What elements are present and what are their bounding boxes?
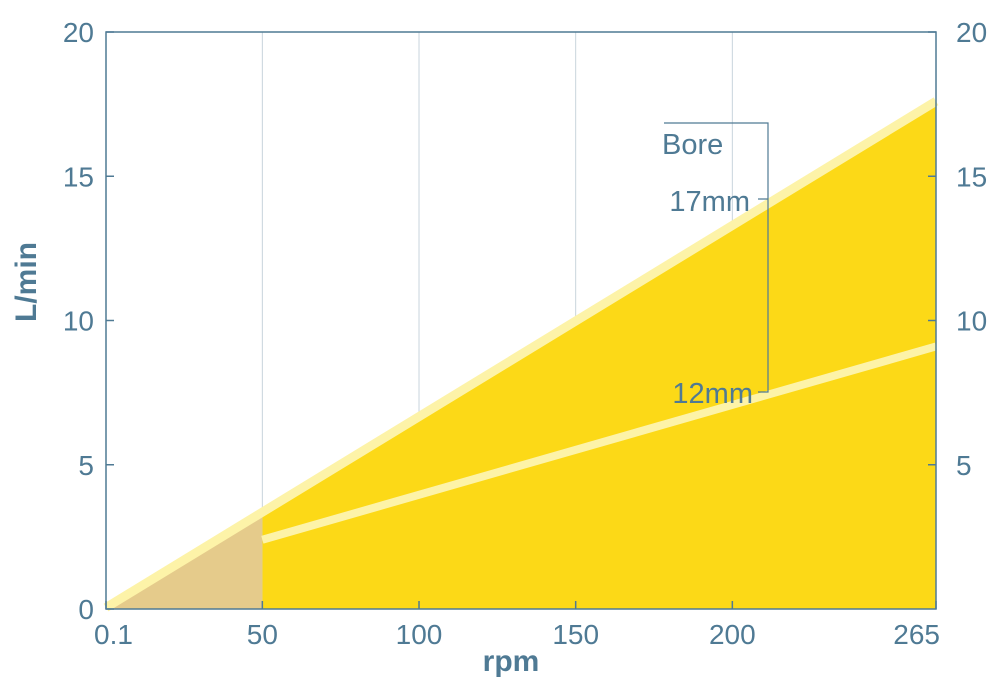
bore-bracket: [664, 122, 769, 393]
y-axis-label: L/min: [10, 242, 43, 322]
y-left-tick-label-5: 5: [78, 450, 94, 481]
tick-labels: 0.1 50 100 150 200 265 0 5 10 15 20 5 10 15 20: [63, 17, 987, 650]
y-left-tick-label-15: 15: [63, 161, 94, 192]
y-right-tick-label-10: 10: [956, 306, 987, 337]
y-left-tick-label-10: 10: [63, 306, 94, 337]
y-right-tick-label-5: 5: [956, 450, 972, 481]
x-tick-label-100: 100: [396, 619, 443, 650]
y-left-tick-label-20: 20: [63, 17, 94, 48]
x-tick-label-50: 50: [247, 619, 278, 650]
x-tick-label-265: 265: [893, 619, 940, 650]
x-tick-label-0.1: 0.1: [94, 619, 133, 650]
series-lines: [103, 97, 939, 612]
series-line-12mm: [261, 342, 938, 544]
bore-17mm-label: 17mm: [669, 186, 750, 218]
bore-12mm-label: 12mm: [672, 378, 753, 410]
flow-area-main: [262, 101, 936, 610]
x-axis-label: rpm: [483, 645, 540, 678]
bore-annotation: Bore 17mm 12mm: [662, 122, 769, 410]
bore-heading: Bore: [662, 129, 723, 161]
y-right-tick-label-15: 15: [956, 161, 987, 192]
series-line-17mm: [103, 97, 939, 612]
x-tick-label-150: 150: [552, 619, 599, 650]
x-tick-label-200: 200: [709, 619, 756, 650]
y-right-tick-label-20: 20: [956, 17, 987, 48]
y-left-tick-label-0: 0: [78, 594, 94, 625]
